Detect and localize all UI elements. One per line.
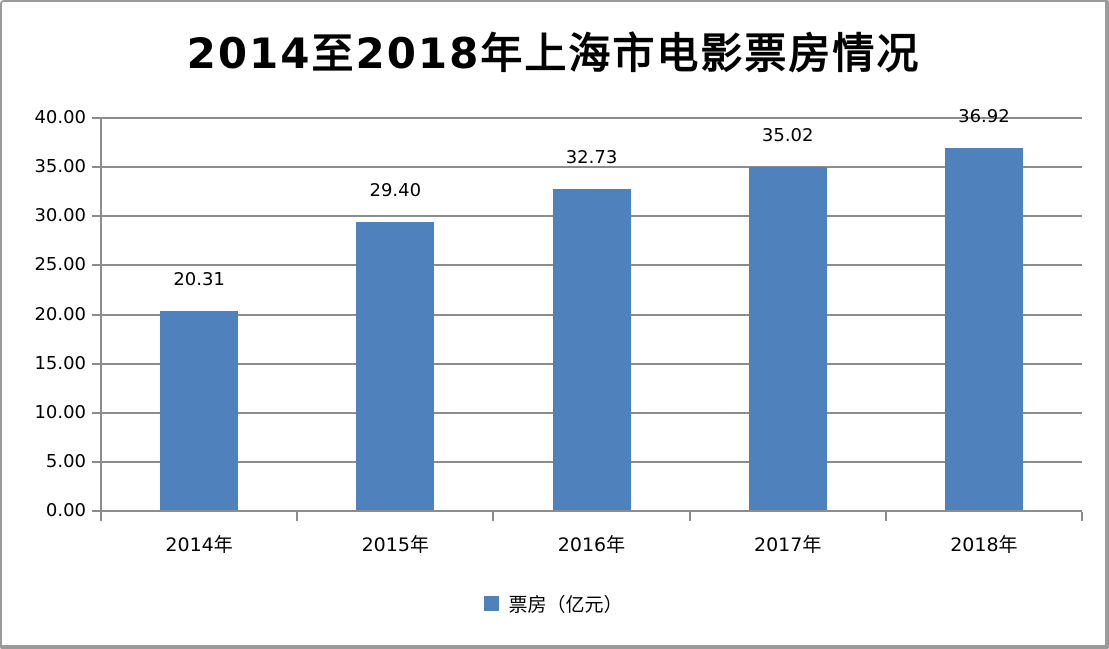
legend: 票房（亿元）	[2, 590, 1105, 617]
bar	[748, 166, 827, 511]
x-axis-tick	[688, 512, 691, 521]
bar	[160, 311, 239, 511]
x-axis-category-label: 2018年	[950, 534, 1018, 556]
x-axis-category-label: 2015年	[361, 534, 429, 556]
y-axis-tick-label: 30.00	[34, 205, 86, 227]
y-axis-tick-label: 40.00	[34, 107, 86, 128]
x-axis-line	[92, 510, 1082, 512]
bar	[356, 222, 435, 511]
gridline	[101, 117, 1082, 119]
y-axis-tick	[92, 362, 101, 365]
x-axis-tick	[100, 512, 102, 521]
y-axis-tick	[92, 117, 101, 119]
x-axis-category-label: 2014年	[165, 534, 233, 556]
y-axis-tick	[92, 215, 101, 218]
x-axis-category-label: 2016年	[557, 534, 626, 556]
bar-value-label: 36.92	[958, 106, 1010, 128]
bar-value-label: 29.40	[369, 180, 422, 202]
y-axis-tick-label: 0.00	[45, 500, 86, 521]
y-axis-tick-label: 5.00	[45, 450, 86, 472]
y-axis-tick	[92, 264, 101, 267]
y-axis-tick	[92, 166, 101, 169]
y-axis-tick	[92, 313, 101, 316]
y-axis-line	[100, 118, 102, 511]
bar-value-label: 20.31	[173, 269, 225, 291]
gridline	[101, 166, 1082, 169]
x-axis-tick	[296, 512, 299, 521]
x-axis-tick	[884, 512, 887, 521]
bar	[944, 148, 1023, 511]
chart-title: 2014至2018年上海市电影票房情况	[186, 29, 921, 78]
y-axis-tick-label: 15.00	[34, 352, 86, 374]
x-axis-category-label: 2017年	[754, 534, 822, 556]
legend-label: 票房（亿元）	[508, 594, 623, 616]
y-axis-tick	[92, 460, 101, 463]
legend-marker-square	[484, 596, 500, 611]
y-axis-tick-label: 10.00	[34, 401, 86, 423]
x-axis-tick	[492, 512, 495, 521]
y-axis-tick	[92, 411, 101, 414]
y-axis-tick-label: 35.00	[34, 156, 86, 178]
y-axis-tick-label: 20.00	[34, 303, 86, 325]
bar	[552, 189, 631, 511]
bar-value-label: 32.73	[565, 147, 618, 169]
bar-value-label: 35.02	[761, 124, 814, 146]
y-axis-tick-label: 25.00	[34, 254, 86, 276]
x-axis-tick	[1081, 512, 1083, 521]
